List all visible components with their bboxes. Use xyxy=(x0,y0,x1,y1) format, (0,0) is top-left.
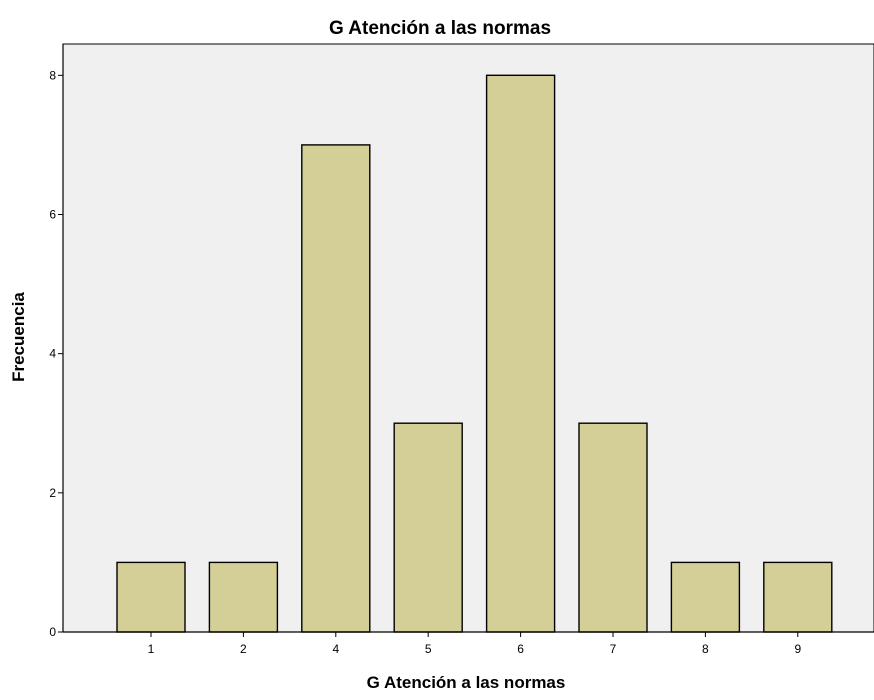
y-ticks-group: 0 2 4 6 8 xyxy=(49,68,63,639)
bar-4 xyxy=(301,144,371,633)
x-tick-label-7: 7 xyxy=(610,642,617,656)
x-tick-label-9: 9 xyxy=(794,642,801,656)
bars-group xyxy=(116,74,833,633)
bar-1 xyxy=(116,561,186,633)
x-ticks-group: 1 2 4 5 6 7 8 9 xyxy=(148,632,801,656)
x-tick-label-1: 1 xyxy=(148,642,155,656)
x-tick-label-6: 6 xyxy=(517,642,524,656)
bar-2 xyxy=(208,561,279,633)
chart-title: G Atención a las normas xyxy=(329,18,551,39)
y-tick-label-2: 2 xyxy=(49,486,56,500)
y-tick-label-6: 6 xyxy=(49,207,56,221)
y-tick-label-8: 8 xyxy=(49,68,56,82)
bar-9 xyxy=(763,561,833,633)
bar-6 xyxy=(485,74,556,633)
x-axis-label: G Atención a las normas xyxy=(367,673,566,692)
y-axis-label: Frecuencia xyxy=(9,292,28,382)
x-tick-label-5: 5 xyxy=(425,642,432,656)
bar-7 xyxy=(578,422,648,633)
bar-8 xyxy=(670,561,741,633)
x-tick-label-4: 4 xyxy=(332,642,339,656)
axes-group xyxy=(62,44,874,633)
y-tick-label-0: 0 xyxy=(49,625,56,639)
bar-5 xyxy=(393,422,463,633)
y-tick-label-4: 4 xyxy=(49,347,56,361)
x-tick-label-2: 2 xyxy=(240,642,247,656)
x-tick-label-8: 8 xyxy=(702,642,709,656)
plot-area xyxy=(62,43,874,633)
